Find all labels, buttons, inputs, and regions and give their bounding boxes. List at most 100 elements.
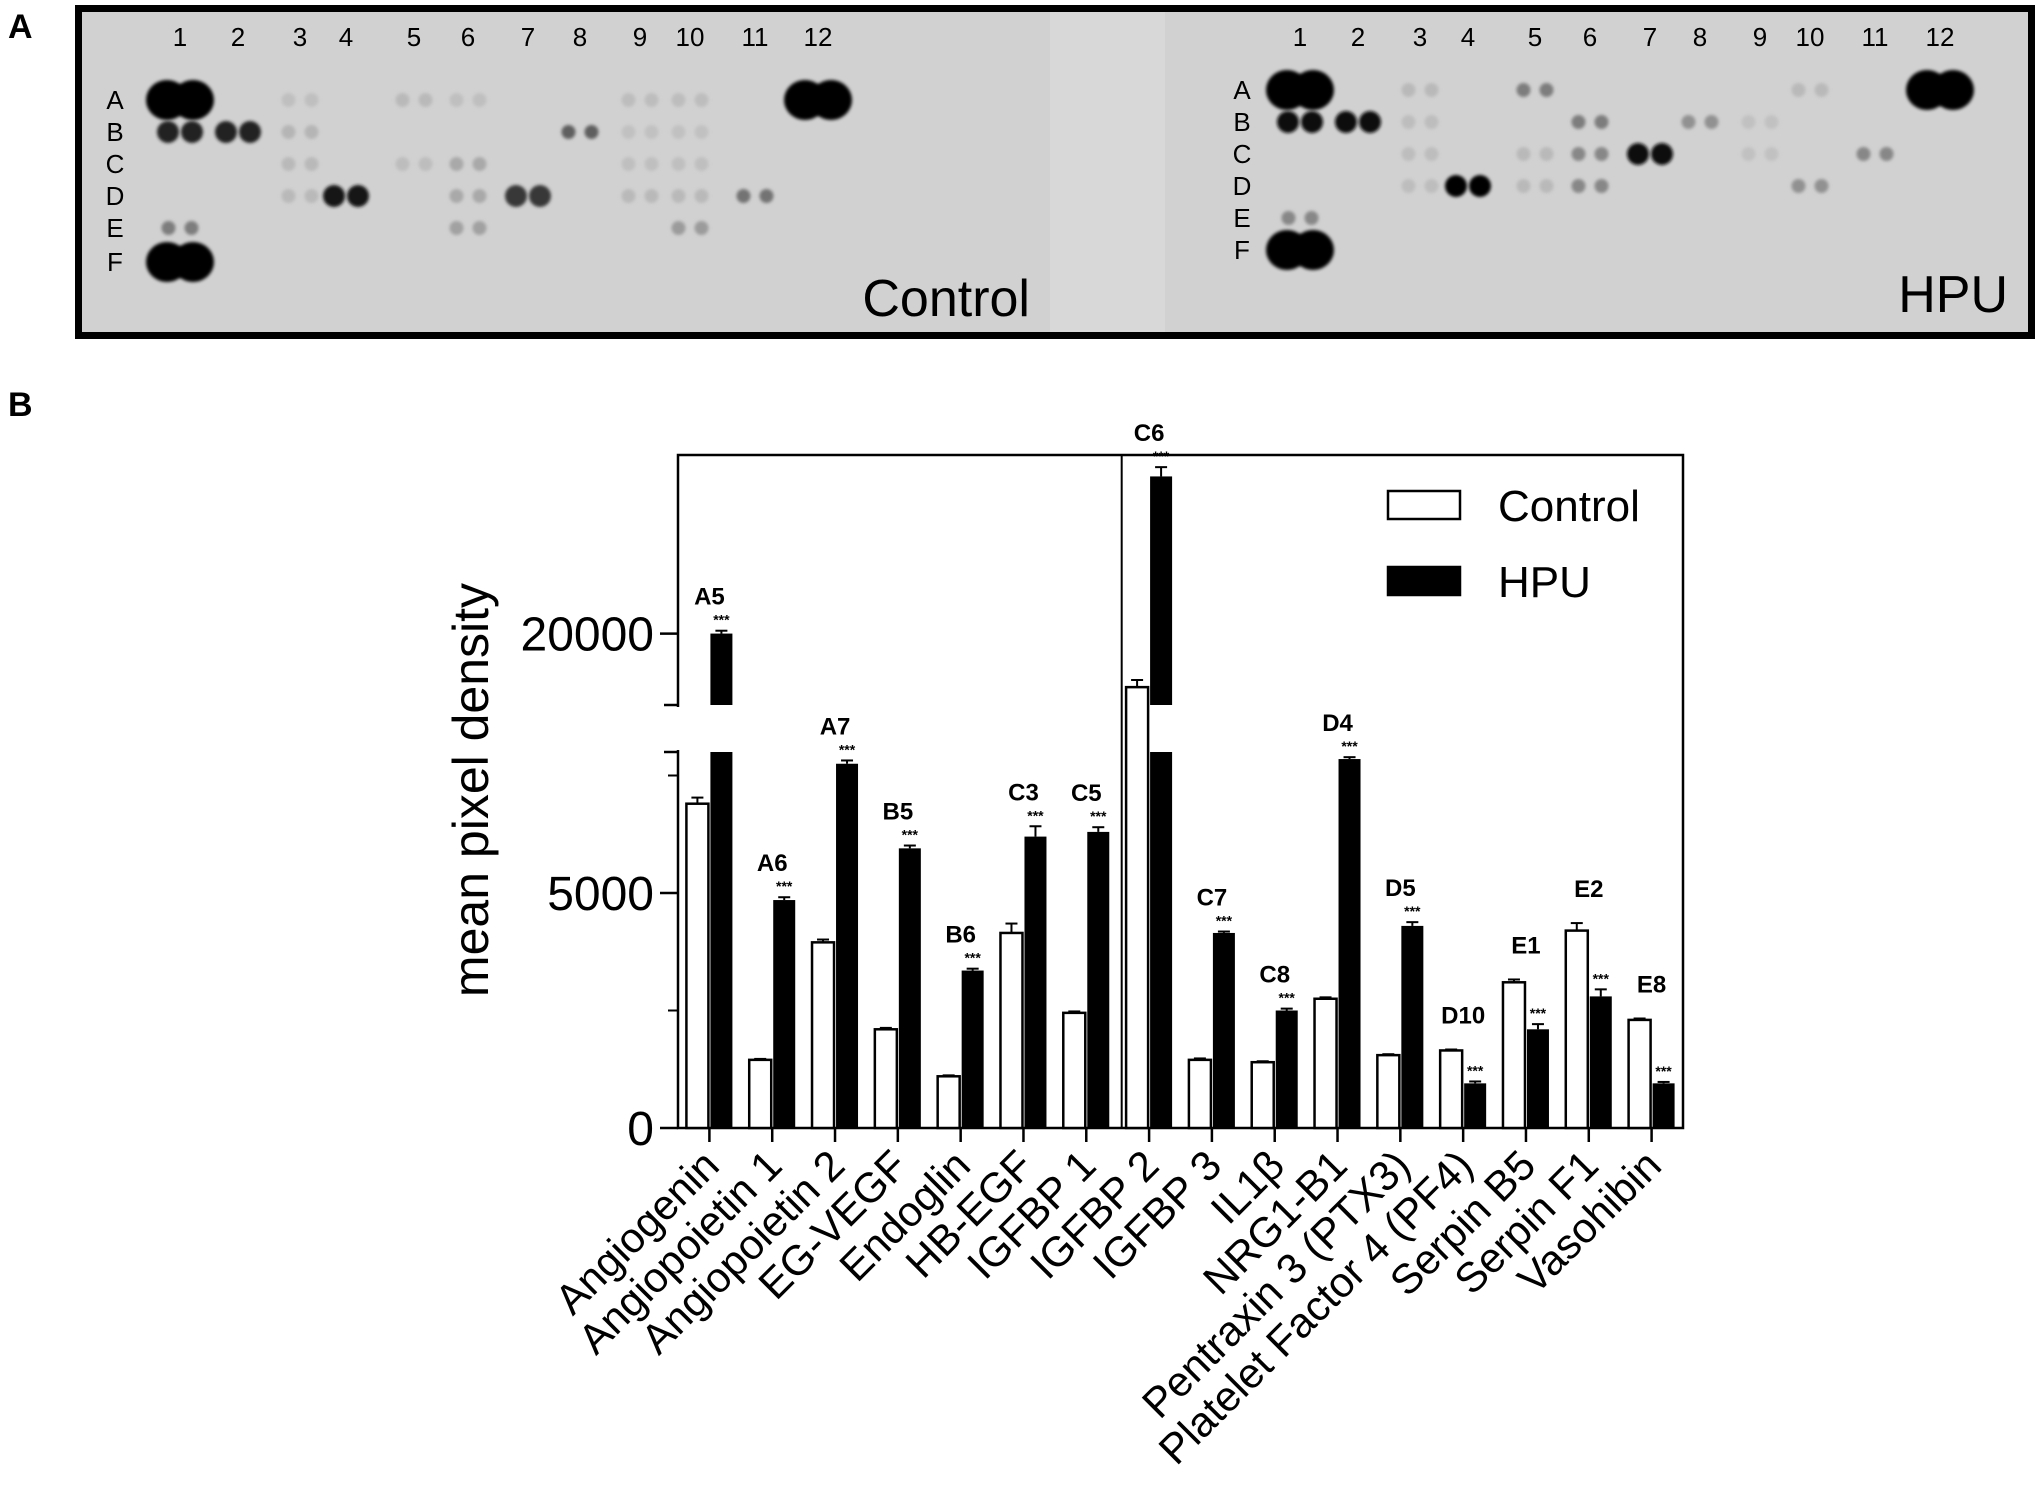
lane-number: 9 xyxy=(1753,22,1767,52)
spot-label: B5 xyxy=(883,799,914,826)
lane-number: 3 xyxy=(1413,22,1427,52)
spot-label: C6 xyxy=(1134,420,1165,447)
significance-label: *** xyxy=(964,950,981,966)
spot-label: A5 xyxy=(694,584,725,611)
significance-label: *** xyxy=(839,741,856,757)
significance-label: *** xyxy=(713,612,730,628)
blot-spot xyxy=(1571,115,1586,129)
blot-spot xyxy=(1879,147,1894,161)
blot-spot xyxy=(304,157,319,171)
blot-label-hpu: HPU xyxy=(1898,266,2008,324)
blot-frame xyxy=(75,5,2035,339)
bar-group: ***D5 xyxy=(1376,875,1424,1130)
lane-number: 2 xyxy=(1351,22,1365,52)
significance-label: *** xyxy=(776,878,793,894)
blot-spot xyxy=(1335,111,1357,133)
bar-control xyxy=(685,802,710,1130)
bar-group: ***A7 xyxy=(810,713,859,1130)
bar-group: *** E1 xyxy=(1501,932,1549,1130)
spot-label: E8 xyxy=(1637,971,1666,998)
legend: Control HPU xyxy=(1386,482,1640,607)
lane-number: 5 xyxy=(407,22,421,52)
bar-group: ***D4 xyxy=(1313,710,1361,1130)
significance-label: *** xyxy=(1090,808,1107,824)
bar-hpu xyxy=(1275,1010,1298,1128)
blot-spot xyxy=(810,80,852,120)
blot-spot xyxy=(584,125,599,139)
bar-hpu xyxy=(1652,1083,1675,1128)
lane-number: 11 xyxy=(1862,22,1889,52)
blot-spot xyxy=(304,125,319,139)
blot-spot xyxy=(181,121,203,143)
bar-group: ***B5 xyxy=(873,799,921,1130)
blot-spot xyxy=(472,189,487,203)
blot-spot xyxy=(449,157,464,171)
legend-label-hpu: HPU xyxy=(1498,558,1591,607)
bar-hpu xyxy=(1526,1029,1549,1128)
row-letter: A xyxy=(106,85,124,115)
bar-hpu-upper xyxy=(1150,476,1173,705)
bar-group: ***C7 xyxy=(1187,885,1235,1130)
panel-b-label: B xyxy=(8,386,33,424)
blot-spot xyxy=(1301,111,1323,133)
blot-spot xyxy=(621,93,636,107)
spot-label: D10 xyxy=(1441,1003,1485,1030)
spot-label: C7 xyxy=(1197,885,1228,912)
bar-control xyxy=(1313,997,1338,1130)
lane-number: 1 xyxy=(173,22,187,52)
blot-spot xyxy=(1791,83,1806,97)
blot-spot xyxy=(694,157,709,171)
blot-spot xyxy=(1539,147,1554,161)
blot-spot xyxy=(239,121,261,143)
lane-number: 9 xyxy=(633,22,647,52)
blot-spot xyxy=(529,185,551,207)
y-axis-title: mean pixel density xyxy=(443,583,499,997)
lane-number: 4 xyxy=(339,22,353,52)
blot-spot xyxy=(304,189,319,203)
blot-spot xyxy=(1741,115,1756,129)
blot-spot xyxy=(395,157,410,171)
lane-number: 12 xyxy=(804,22,833,52)
legend-label-control: Control xyxy=(1498,482,1640,531)
blot-spot xyxy=(1424,147,1439,161)
blot-spot xyxy=(1359,111,1381,133)
lane-number: 10 xyxy=(1796,22,1825,52)
bar-hpu xyxy=(836,763,859,1128)
significance-label: *** xyxy=(1404,903,1421,919)
blot-spot xyxy=(1445,175,1467,197)
bar-control xyxy=(1062,1011,1087,1130)
blot-spot xyxy=(1704,115,1719,129)
bar-control xyxy=(1501,981,1527,1130)
lane-number: 10 xyxy=(676,22,705,52)
spot-label: D5 xyxy=(1385,875,1416,902)
bar-control xyxy=(1187,1058,1213,1130)
blot-spot xyxy=(1424,115,1439,129)
blot-spot xyxy=(1814,83,1829,97)
bar-control xyxy=(1250,1060,1275,1130)
blot-spot xyxy=(1814,179,1829,193)
bar-control xyxy=(1376,1053,1401,1130)
row-letter: D xyxy=(106,181,125,211)
spot-label: C5 xyxy=(1071,780,1102,807)
blot-spot xyxy=(304,93,319,107)
blot-spot xyxy=(1594,147,1609,161)
row-letter: D xyxy=(1233,171,1252,201)
blot-spot xyxy=(472,157,487,171)
panel-a-label: A xyxy=(8,8,33,46)
blot-spot xyxy=(1401,147,1416,161)
bar-control xyxy=(810,941,836,1130)
blot-spot xyxy=(1281,211,1296,225)
bar-hpu xyxy=(1150,752,1173,1128)
spot-label: E2 xyxy=(1574,876,1603,903)
blot-spot xyxy=(736,189,751,203)
lane-number: 6 xyxy=(461,22,475,52)
blot-spot xyxy=(472,221,487,235)
blot-spot xyxy=(621,125,636,139)
bar-group: *** D10 xyxy=(1438,1003,1487,1130)
significance-label: *** xyxy=(1027,807,1044,823)
significance-label: *** xyxy=(1530,1005,1547,1021)
blot-spot xyxy=(161,221,176,235)
significance-label: *** xyxy=(1655,1063,1672,1079)
